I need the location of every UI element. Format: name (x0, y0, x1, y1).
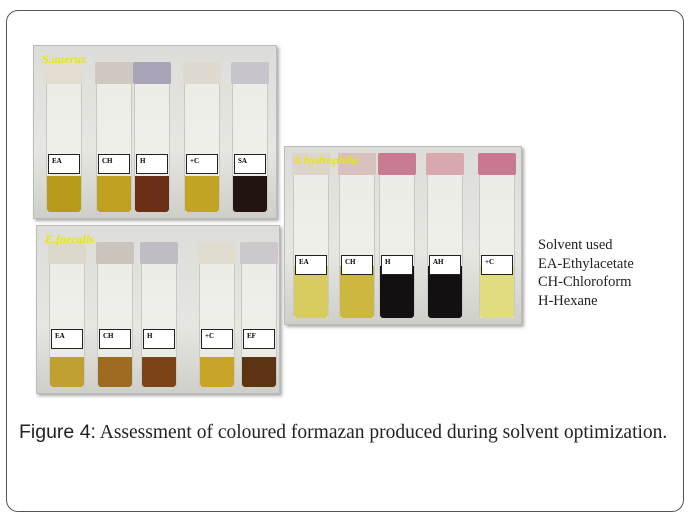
vial-label: EF (243, 329, 275, 349)
vial-label: CH (98, 154, 130, 174)
vial-label: EA (295, 255, 327, 275)
vial-liquid (135, 176, 169, 212)
vial (183, 62, 221, 212)
legend-line: Solvent used (538, 237, 613, 253)
vial-cap (292, 153, 330, 175)
vial (48, 242, 86, 387)
vial-label: +C (186, 154, 218, 174)
vial-liquid (50, 357, 84, 387)
vial-liquid (185, 176, 219, 212)
vial-cap (45, 62, 83, 84)
vial-cap (240, 242, 278, 264)
vial (140, 242, 178, 387)
vial-label: H (381, 255, 413, 275)
legend-line: CH-Chloroform (538, 274, 632, 290)
vial-cap (231, 62, 269, 84)
caption-text: Assessment of coloured formazan produced… (95, 422, 668, 443)
figure-frame (6, 10, 684, 512)
vial-cap (198, 242, 236, 264)
vial (338, 153, 376, 318)
legend-line: EA-Ethylacetate (538, 255, 634, 272)
vial-label: EA (51, 329, 83, 349)
figure-caption: Figure 4: Assessment of coloured formaza… (19, 419, 671, 446)
vial-cap (478, 153, 516, 175)
panel-title: E.faecalis (45, 232, 94, 246)
vial (45, 62, 83, 212)
vial-liquid (47, 176, 81, 212)
vial (240, 242, 278, 387)
vial (478, 153, 516, 318)
vial (96, 242, 134, 387)
vial-label: SA (234, 154, 266, 174)
vial-cap (96, 242, 134, 264)
vial-cap (338, 153, 376, 175)
caption-label: Figure 4: (19, 421, 96, 443)
vial-label: +C (201, 329, 233, 349)
vial-label: H (136, 154, 168, 174)
vial-label: CH (99, 329, 131, 349)
vial (231, 62, 269, 212)
vial-liquid (200, 357, 234, 387)
vial-liquid (242, 357, 276, 387)
vial-cap (426, 153, 464, 175)
vial-label: H (143, 329, 175, 349)
panel-e-faecalis: E.faecalis EA CH H +C EF (36, 225, 280, 394)
vial-label: EA (48, 154, 80, 174)
vial (133, 62, 171, 212)
solvent-legend: Solvent used EA-Ethylacetate CH-Chlorofo… (538, 236, 634, 310)
vial-label: +C (481, 255, 513, 275)
panel-a-hydrophila: A.hydrophila EA CH H AH +C (284, 146, 522, 325)
vial-cap (133, 62, 171, 84)
vial-liquid (142, 357, 176, 387)
vial (426, 153, 464, 318)
vial-label: CH (341, 255, 373, 275)
panel-s-aureus: S.auerus EA CH H +C SA (33, 45, 277, 219)
panel-title: A.hydrophila (293, 153, 359, 167)
vial-cap (48, 242, 86, 264)
vial-cap (378, 153, 416, 175)
vial (292, 153, 330, 318)
vial-cap (140, 242, 178, 264)
vial-liquid (98, 357, 132, 387)
vial (198, 242, 236, 387)
vial-liquid (233, 176, 267, 212)
vial (378, 153, 416, 318)
vial-cap (183, 62, 221, 84)
vial-label: AH (429, 255, 461, 275)
panel-title: S.auerus (42, 52, 86, 66)
legend-line: H-Hexane (538, 292, 598, 309)
vial-cap (95, 62, 133, 84)
vial (95, 62, 133, 212)
vial-liquid (97, 176, 131, 212)
